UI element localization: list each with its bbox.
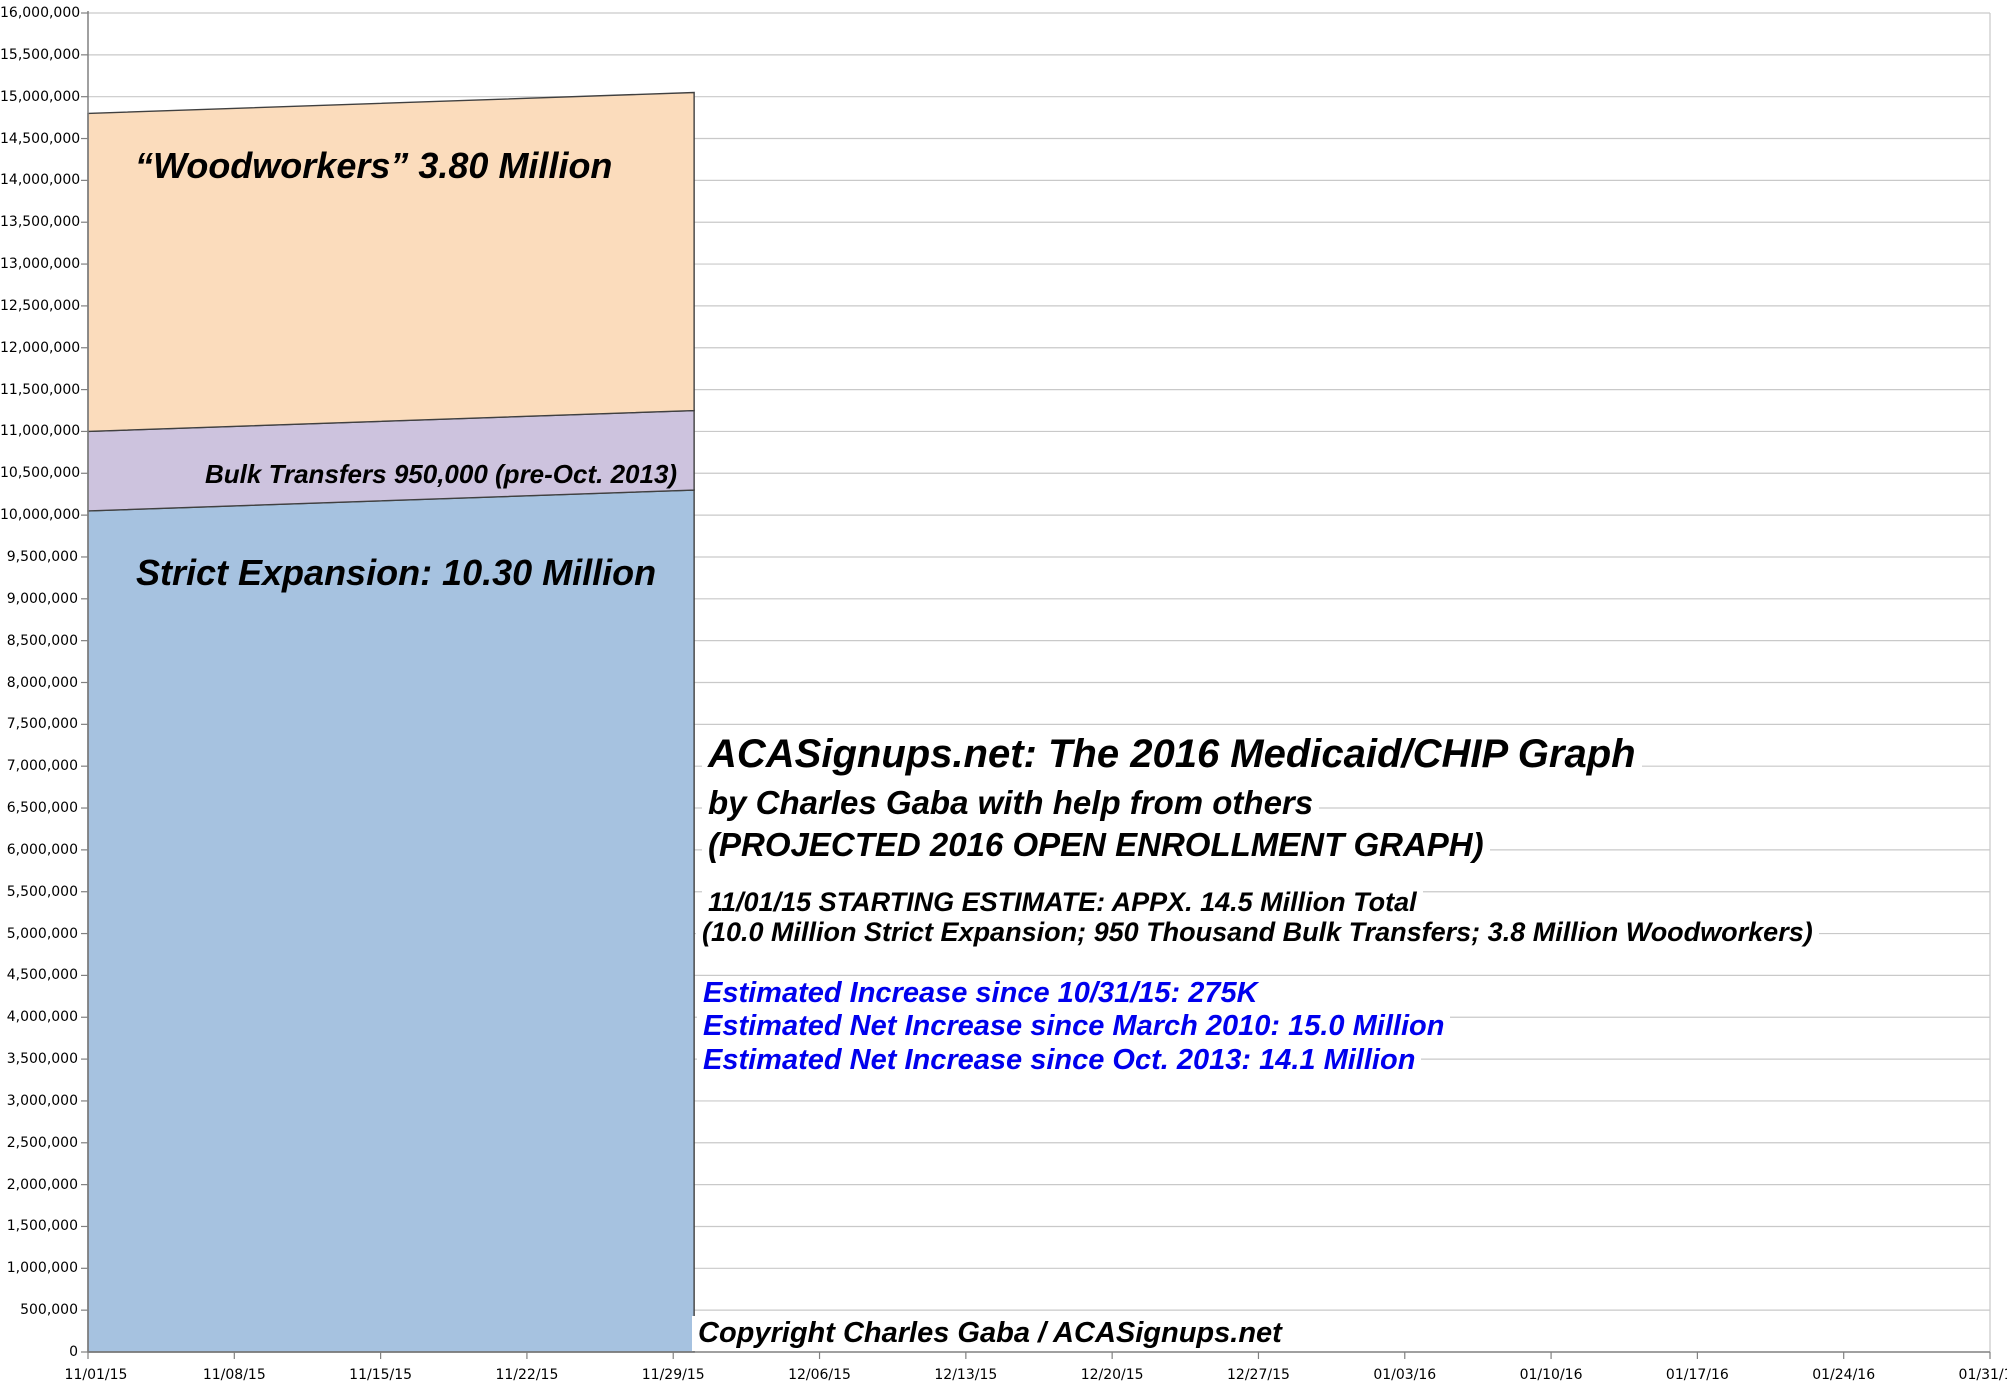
y-axis-tick-label: 12,000,000 [0, 339, 81, 356]
area-strict-expansion [87, 489, 695, 1353]
y-axis-tick-label: 9,500,000 [6, 548, 78, 565]
x-axis-tick-label: 01/10/16 [1519, 1367, 1583, 1383]
area-label-strict-expansion: Strict Expansion: 10.30 Million [136, 552, 657, 593]
y-axis-tick-label: 5,500,000 [6, 883, 78, 900]
y-axis-tick-label: 0 [69, 1344, 78, 1360]
x-axis-tick-label: 12/27/15 [1227, 1367, 1290, 1383]
x-axis-tick-label: 01/24/16 [1812, 1367, 1876, 1383]
y-axis-tick-label: 12,500,000 [0, 297, 81, 314]
y-axis-tick-label: 1,000,000 [6, 1260, 78, 1277]
chart-title: ACASignups.net: The 2016 Medicaid/CHIP G… [702, 730, 1642, 778]
x-axis-tick-label: 01/03/16 [1373, 1367, 1437, 1383]
chart-subtitle: by Charles Gaba with help from others [702, 783, 1320, 823]
y-axis-tick-label: 14,500,000 [0, 130, 81, 147]
area-label-bulk-transfers: Bulk Transfers 950,000 (pre-Oct. 2013) [205, 459, 678, 489]
estimated-net-increase-march2010: Estimated Net Increase since March 2010:… [697, 1009, 1451, 1045]
y-axis-tick-label: 500,000 [20, 1302, 78, 1319]
y-axis-tick-label: 15,500,000 [0, 46, 81, 63]
y-axis-tick-label: 16,000,000 [0, 5, 81, 21]
y-axis-tick-label: 10,500,000 [0, 465, 81, 482]
estimated-increase-since-oct31: Estimated Increase since 10/31/15: 275K [697, 976, 1264, 1012]
y-axis-tick-label: 8,000,000 [6, 674, 78, 691]
y-axis-tick-label: 4,000,000 [6, 1009, 78, 1026]
y-axis-tick-label: 15,000,000 [0, 88, 81, 105]
y-axis-tick-label: 13,000,000 [0, 256, 81, 273]
copyright-notice: Copyright Charles Gaba / ACASignups.net [692, 1316, 1288, 1352]
y-axis-tick-label: 2,500,000 [6, 1134, 78, 1151]
y-axis-tick-label: 2,000,000 [6, 1176, 78, 1193]
x-axis-tick-label: 12/06/15 [788, 1367, 851, 1383]
y-axis-tick-label: 10,000,000 [0, 507, 81, 524]
y-axis-tick-label: 7,000,000 [6, 758, 78, 775]
y-axis-tick-label: 14,000,000 [0, 172, 81, 189]
y-axis-tick-label: 7,500,000 [6, 716, 78, 733]
starting-estimate-line1: 11/01/15 STARTING ESTIMATE: APPX. 14.5 M… [702, 886, 1423, 920]
area-label-woodworkers: “Woodworkers” 3.80 Million [135, 145, 613, 186]
y-axis-tick-label: 13,500,000 [0, 214, 81, 231]
y-axis-tick-label: 9,000,000 [6, 590, 78, 607]
y-axis-tick-label: 8,500,000 [6, 632, 78, 649]
x-axis-tick-label: 12/13/15 [934, 1367, 998, 1383]
y-axis-tick-label: 11,000,000 [0, 423, 81, 440]
x-axis-tick-label: 01/31/16 [1958, 1367, 2007, 1383]
starting-estimate-line2: (10.0 Million Strict Expansion; 950 Thou… [696, 916, 1819, 950]
x-axis-tick-label: 01/17/16 [1665, 1367, 1729, 1383]
y-axis-tick-label: 6,000,000 [6, 841, 78, 858]
y-axis-tick-label: 3,500,000 [6, 1051, 78, 1068]
chart-subtitle-projected: (PROJECTED 2016 OPEN ENROLLMENT GRAPH) [702, 825, 1490, 865]
x-axis-tick-label: 12/20/15 [1080, 1367, 1144, 1383]
y-axis-tick-label: 3,000,000 [6, 1092, 78, 1109]
y-axis-tick-label: 11,500,000 [0, 381, 81, 398]
y-axis-tick-label: 1,500,000 [6, 1218, 78, 1235]
y-axis-tick-label: 6,500,000 [6, 800, 78, 817]
estimated-net-increase-oct2013: Estimated Net Increase since Oct. 2013: … [697, 1043, 1422, 1079]
x-axis-tick-label: 11/29/15 [641, 1367, 705, 1383]
x-axis-tick-label: 11/08/15 [202, 1367, 266, 1383]
x-axis-tick-label: 11/15/15 [349, 1367, 413, 1383]
x-axis-tick-label: 11/22/15 [495, 1367, 559, 1383]
x-axis-tick-label: 11/01/15 [64, 1367, 128, 1383]
y-axis-tick-label: 5,000,000 [6, 925, 78, 942]
y-axis-tick-label: 4,500,000 [6, 967, 78, 984]
area-woodworkers [87, 91, 695, 433]
